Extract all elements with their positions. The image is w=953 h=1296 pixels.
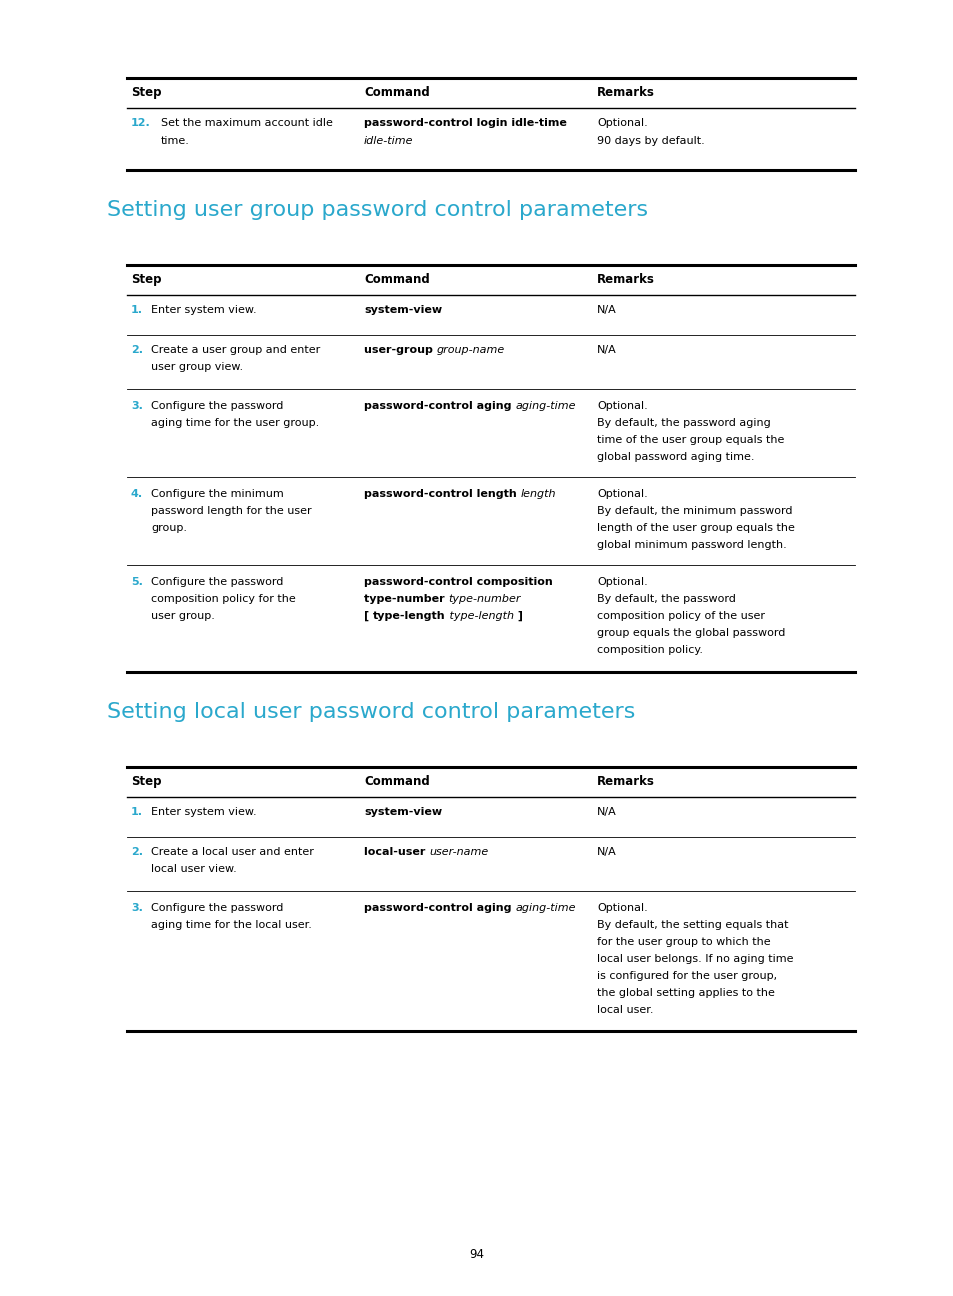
Text: local user view.: local user view. [151,864,236,874]
Text: length of the user group equals the: length of the user group equals the [597,524,794,533]
Text: Setting local user password control parameters: Setting local user password control para… [107,702,635,722]
Text: password-control aging: password-control aging [364,903,515,912]
Text: composition policy for the: composition policy for the [151,594,295,604]
Text: Command: Command [364,775,429,788]
Text: system-view: system-view [364,807,441,816]
Text: Remarks: Remarks [597,775,654,788]
Text: Setting user group password control parameters: Setting user group password control para… [107,200,647,220]
Text: Configure the password: Configure the password [151,577,283,587]
Text: system-view: system-view [364,305,441,315]
Text: By default, the password aging: By default, the password aging [597,419,770,428]
Text: local-user: local-user [364,848,429,857]
Text: Create a local user and enter: Create a local user and enter [151,848,314,857]
Text: composition policy of the user: composition policy of the user [597,610,764,621]
Text: 94: 94 [469,1248,484,1261]
Text: 2.: 2. [131,848,143,857]
Text: user-group: user-group [364,345,436,355]
Text: Optional.: Optional. [597,118,647,128]
Text: By default, the password: By default, the password [597,594,735,604]
Text: aging time for the user group.: aging time for the user group. [151,419,319,428]
Text: user group view.: user group view. [151,362,243,372]
Text: aging-time: aging-time [515,400,576,411]
Text: Remarks: Remarks [597,273,654,286]
Text: password-control composition: password-control composition [364,577,552,587]
Text: Enter system view.: Enter system view. [151,305,256,315]
Text: Configure the password: Configure the password [151,903,283,912]
Text: 3.: 3. [131,903,143,912]
Text: Create a user group and enter: Create a user group and enter [151,345,320,355]
Text: for the user group to which the: for the user group to which the [597,937,770,947]
Text: 4.: 4. [131,489,143,499]
Text: time of the user group equals the: time of the user group equals the [597,435,783,445]
Text: idle-time: idle-time [364,136,413,146]
Text: Step: Step [131,273,161,286]
Text: N/A: N/A [597,305,616,315]
Text: password-control aging: password-control aging [364,400,515,411]
Text: user group.: user group. [151,610,214,621]
Text: is configured for the user group,: is configured for the user group, [597,971,777,981]
Text: Step: Step [131,775,161,788]
Text: Remarks: Remarks [597,86,654,98]
Text: 3.: 3. [131,400,143,411]
Text: 1.: 1. [131,305,143,315]
Text: aging-time: aging-time [515,903,576,912]
Text: local user.: local user. [597,1004,653,1015]
Text: Optional.: Optional. [597,489,647,499]
Text: 5.: 5. [131,577,143,587]
Text: Optional.: Optional. [597,903,647,912]
Text: global password aging time.: global password aging time. [597,452,754,461]
Text: 90 days by default.: 90 days by default. [597,136,704,146]
Text: group.: group. [151,524,187,533]
Text: password-control length: password-control length [364,489,520,499]
Text: aging time for the local user.: aging time for the local user. [151,920,312,931]
Text: N/A: N/A [597,848,616,857]
Text: password length for the user: password length for the user [151,505,312,516]
Text: password-control login idle-time: password-control login idle-time [364,118,566,128]
Text: Command: Command [364,273,429,286]
Text: Optional.: Optional. [597,400,647,411]
Text: type-number: type-number [364,594,448,604]
Text: type-length: type-length [373,610,445,621]
Text: composition policy.: composition policy. [597,645,702,654]
Text: By default, the minimum password: By default, the minimum password [597,505,792,516]
Text: group equals the global password: group equals the global password [597,629,784,638]
Text: Configure the password: Configure the password [151,400,283,411]
Text: the global setting applies to the: the global setting applies to the [597,988,774,998]
Text: Command: Command [364,86,429,98]
Text: By default, the setting equals that: By default, the setting equals that [597,920,788,931]
Text: local user belongs. If no aging time: local user belongs. If no aging time [597,954,793,964]
Text: Enter system view.: Enter system view. [151,807,256,816]
Text: length: length [520,489,556,499]
Text: 12.: 12. [131,118,151,128]
Text: time.: time. [161,136,190,146]
Text: Step: Step [131,86,161,98]
Text: type-length: type-length [445,610,513,621]
Text: Configure the minimum: Configure the minimum [151,489,283,499]
Text: [: [ [364,610,373,621]
Text: N/A: N/A [597,807,616,816]
Text: type-number: type-number [448,594,520,604]
Text: group-name: group-name [436,345,504,355]
Text: 1.: 1. [131,807,143,816]
Text: ]: ] [513,610,522,621]
Text: 2.: 2. [131,345,143,355]
Text: global minimum password length.: global minimum password length. [597,540,786,550]
Text: Set the maximum account idle: Set the maximum account idle [161,118,333,128]
Text: Optional.: Optional. [597,577,647,587]
Text: user-name: user-name [429,848,488,857]
Text: N/A: N/A [597,345,616,355]
